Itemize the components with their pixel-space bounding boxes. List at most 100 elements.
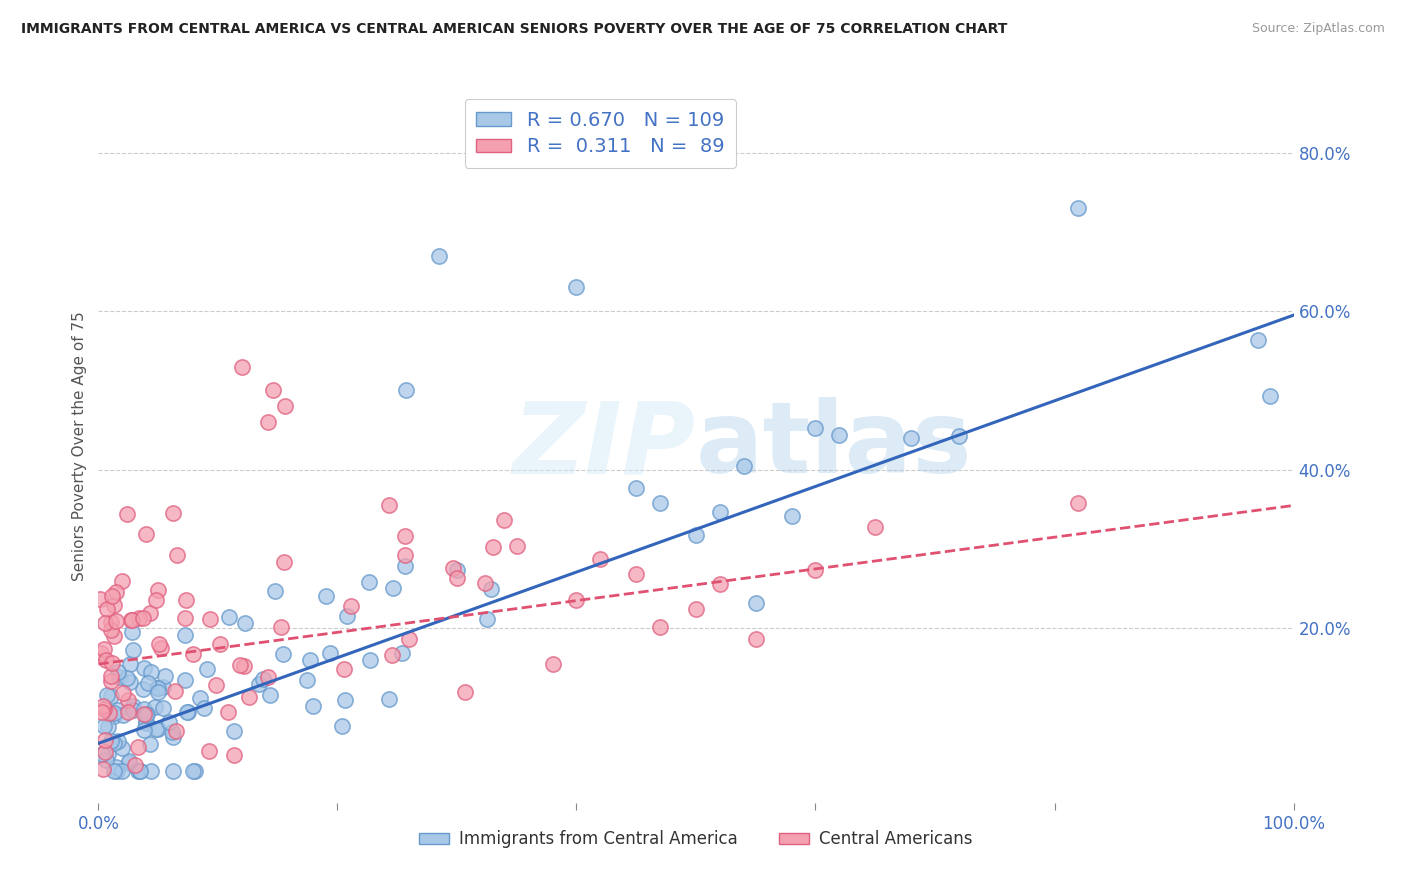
Point (162, 731, 184, 745)
Point (479, 582, 502, 597)
Point (111, 574, 134, 589)
Point (118, 657, 141, 671)
Point (165, 723, 187, 738)
Point (685, 528, 707, 542)
Point (446, 571, 468, 585)
Point (238, 690, 260, 705)
Point (135, 716, 157, 731)
Point (181, 764, 204, 778)
Point (900, 431, 922, 445)
Point (135, 708, 157, 723)
Point (94, 745, 117, 759)
Point (103, 706, 125, 720)
Point (381, 648, 404, 662)
Point (146, 681, 169, 695)
Point (118, 674, 141, 689)
Point (174, 611, 197, 625)
Point (232, 659, 254, 673)
Point (139, 606, 162, 620)
Point (229, 658, 252, 673)
Point (152, 680, 174, 694)
Point (100, 656, 122, 670)
Point (359, 653, 381, 667)
Point (222, 748, 245, 763)
Point (340, 599, 363, 613)
Point (103, 628, 125, 642)
Point (93, 719, 115, 733)
Point (231, 359, 253, 374)
Text: IMMIGRANTS FROM CENTRAL AMERICA VS CENTRAL AMERICAN SENIORS POVERTY OVER THE AGE: IMMIGRANTS FROM CENTRAL AMERICA VS CENTR… (21, 22, 1008, 37)
Point (174, 593, 197, 607)
Point (1258, 389, 1281, 403)
Point (733, 458, 755, 473)
Point (90, 647, 112, 661)
Point (100, 615, 122, 630)
Point (141, 665, 163, 679)
Point (252, 673, 274, 687)
Point (565, 280, 588, 294)
Point (295, 673, 318, 688)
Point (145, 681, 167, 695)
Point (145, 592, 167, 607)
Point (128, 764, 150, 778)
Legend: Immigrants from Central America, Central Americans: Immigrants from Central America, Central… (412, 824, 980, 855)
Point (143, 700, 166, 714)
Point (155, 669, 177, 683)
Point (98, 706, 121, 721)
Point (378, 498, 401, 512)
Point (128, 611, 150, 625)
Point (709, 505, 731, 519)
Point (96, 602, 118, 616)
Point (96, 688, 118, 702)
Point (685, 602, 707, 616)
Point (315, 589, 337, 603)
Point (441, 561, 464, 575)
Point (146, 722, 169, 736)
Point (111, 707, 134, 722)
Point (117, 693, 139, 707)
Point (135, 715, 157, 730)
Point (128, 764, 150, 778)
Point (745, 632, 768, 646)
Point (90, 705, 112, 719)
Point (330, 719, 353, 733)
Point (541, 657, 564, 672)
Point (259, 688, 281, 702)
Point (101, 590, 124, 604)
Point (474, 576, 496, 591)
Point (122, 703, 145, 717)
Point (263, 583, 285, 598)
Point (648, 496, 672, 510)
Point (103, 764, 125, 778)
Point (333, 662, 356, 676)
Point (381, 581, 404, 595)
Point (184, 764, 207, 778)
Point (626, 481, 648, 495)
Point (100, 689, 122, 703)
Point (139, 737, 162, 751)
Point (121, 624, 143, 639)
Point (127, 764, 149, 778)
Point (105, 764, 128, 778)
Point (394, 528, 416, 542)
Point (626, 567, 648, 582)
Point (319, 646, 342, 660)
Point (97, 720, 120, 734)
Point (233, 616, 256, 631)
Point (104, 614, 127, 628)
Point (177, 705, 200, 719)
Point (94, 652, 117, 666)
Point (475, 612, 498, 626)
Point (454, 685, 477, 699)
Point (146, 684, 169, 698)
Point (150, 640, 173, 655)
Point (217, 705, 239, 719)
Point (94, 616, 117, 631)
Point (1067, 201, 1090, 215)
Point (118, 756, 141, 770)
Point (103, 709, 125, 723)
Point (93, 702, 115, 716)
Point (132, 661, 155, 675)
Point (333, 692, 356, 706)
Point (446, 563, 468, 577)
